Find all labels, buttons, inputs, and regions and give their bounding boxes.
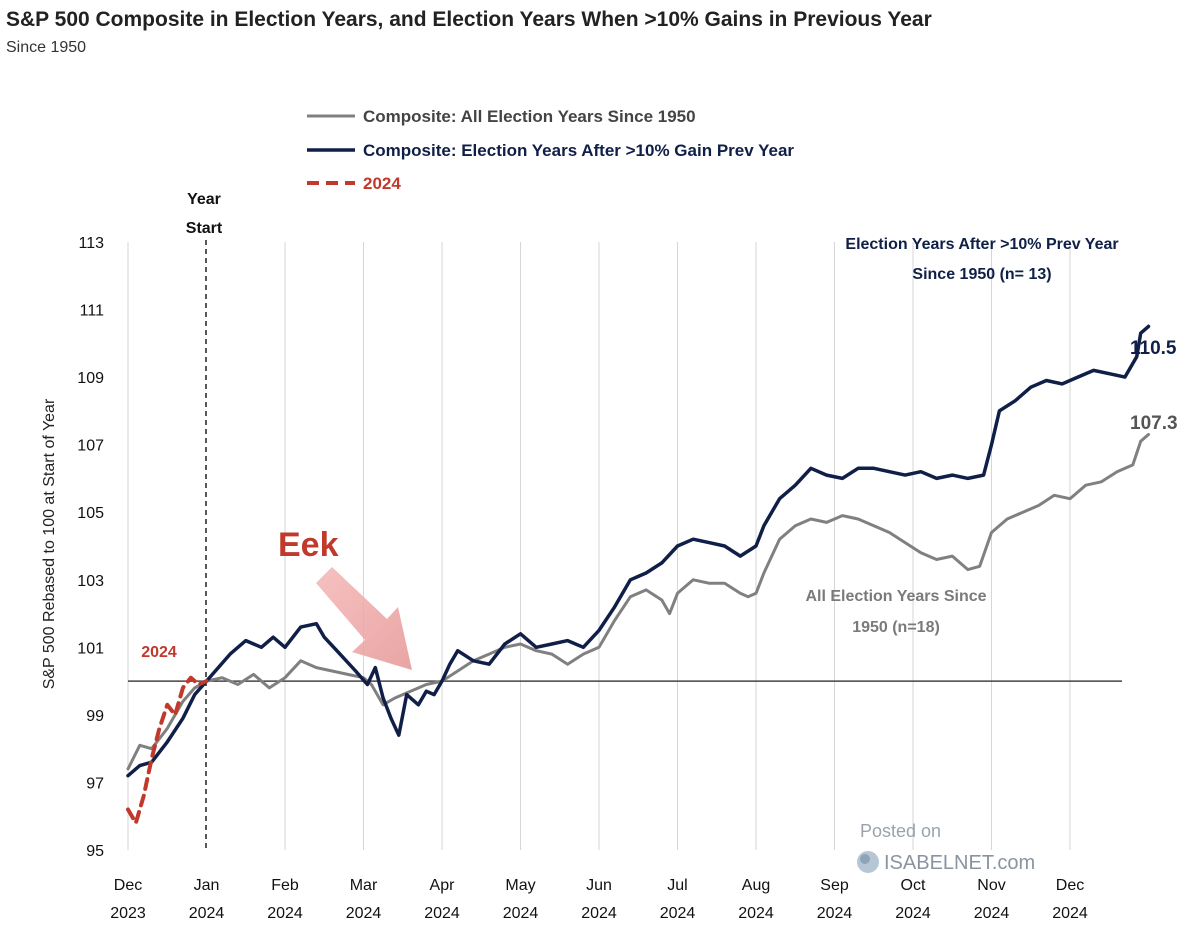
y-tick-101: 101 (77, 640, 104, 657)
year-start-label-line1: Year (187, 191, 221, 208)
y-tick-103: 103 (77, 573, 104, 590)
x-tick-year-0: 2023 (110, 905, 146, 922)
x-tick-year-12: 2024 (1052, 905, 1088, 922)
x-tick-year-1: 2024 (189, 905, 225, 922)
x-tick-year-7: 2024 (660, 905, 696, 922)
eek-annotation: Eek (278, 526, 339, 564)
x-tick-month-1: Jan (194, 877, 220, 894)
eek-arrow (316, 567, 412, 670)
vertical-gridlines (127, 242, 1071, 850)
legend-label-after-gain: Composite: Election Years After >10% Gai… (363, 141, 794, 160)
y-tick-97: 97 (86, 775, 104, 792)
x-tick-year-2: 2024 (267, 905, 303, 922)
all-series-annotation-line1: All Election Years Since (805, 588, 986, 605)
series-line-2 (126, 675, 209, 825)
y-tick-111: 111 (80, 303, 104, 320)
year-start-label-line2: Start (186, 220, 223, 237)
x-axis-ticks: Dec 2023 Jan 2024 Feb 2024 Mar 2024 Apr 2024 May 20… (110, 877, 1088, 922)
watermark: Posted on ISABELNET.com (857, 821, 1035, 874)
top-series-annotation-line1: Election Years After >10% Prev Year (845, 236, 1118, 253)
y-tick-95: 95 (86, 843, 104, 860)
x-tick-month-7: Jul (667, 877, 687, 894)
x-tick-month-3: Mar (350, 877, 378, 894)
series-lines (126, 324, 1151, 825)
x-tick-year-3: 2024 (346, 905, 382, 922)
x-tick-month-12: Dec (1056, 877, 1084, 894)
y-tick-107: 107 (77, 438, 104, 455)
chart-title: S&P 500 Composite in Election Years, and… (6, 8, 932, 31)
x-tick-year-8: 2024 (738, 905, 774, 922)
x-tick-year-6: 2024 (581, 905, 617, 922)
label-2024: 2024 (141, 644, 177, 661)
top-series-annotation-line2: Since 1950 (n= 13) (912, 266, 1051, 283)
chart-subtitle: Since 1950 (6, 39, 87, 56)
end-value-top-series: 110.5 (1130, 338, 1177, 359)
x-tick-month-6: Jun (586, 877, 612, 894)
all-series-annotation-line2: 1950 (n=18) (852, 619, 940, 636)
y-tick-105: 105 (77, 505, 104, 522)
x-tick-month-9: Sep (820, 877, 849, 894)
legend-label-all-years: Composite: All Election Years Since 1950 (363, 107, 696, 126)
legend-label-2024: 2024 (363, 174, 401, 193)
watermark-site: ISABELNET.com (884, 852, 1035, 874)
x-tick-month-2: Feb (271, 877, 299, 894)
series-line-0 (126, 433, 1150, 771)
x-tick-month-11: Nov (977, 877, 1005, 894)
x-tick-year-10: 2024 (895, 905, 931, 922)
y-tick-113: 113 (78, 235, 104, 252)
series-line-1 (126, 324, 1151, 778)
end-value-all-series: 107.3 (1130, 413, 1178, 434)
year-start-marker: Year Start (186, 191, 223, 850)
y-axis-ticks: 95 97 99 101 103 105 107 109 111 113 (77, 235, 104, 860)
y-tick-99: 99 (86, 708, 104, 725)
x-tick-month-5: May (505, 877, 535, 894)
y-tick-109: 109 (77, 370, 104, 387)
legend: Composite: All Election Years Since 1950… (307, 107, 794, 193)
x-tick-month-8: Aug (742, 877, 770, 894)
x-tick-year-4: 2024 (424, 905, 460, 922)
watermark-posted-on: Posted on (860, 821, 941, 841)
x-tick-year-9: 2024 (817, 905, 853, 922)
watermark-globe-highlight (860, 854, 870, 864)
x-tick-month-10: Oct (901, 877, 926, 894)
y-axis-label: S&P 500 Rebased to 100 at Start of Year (41, 398, 58, 689)
x-tick-month-0: Dec (114, 877, 142, 894)
x-tick-year-11: 2024 (974, 905, 1010, 922)
x-tick-year-5: 2024 (503, 905, 539, 922)
x-tick-month-4: Apr (430, 877, 456, 894)
